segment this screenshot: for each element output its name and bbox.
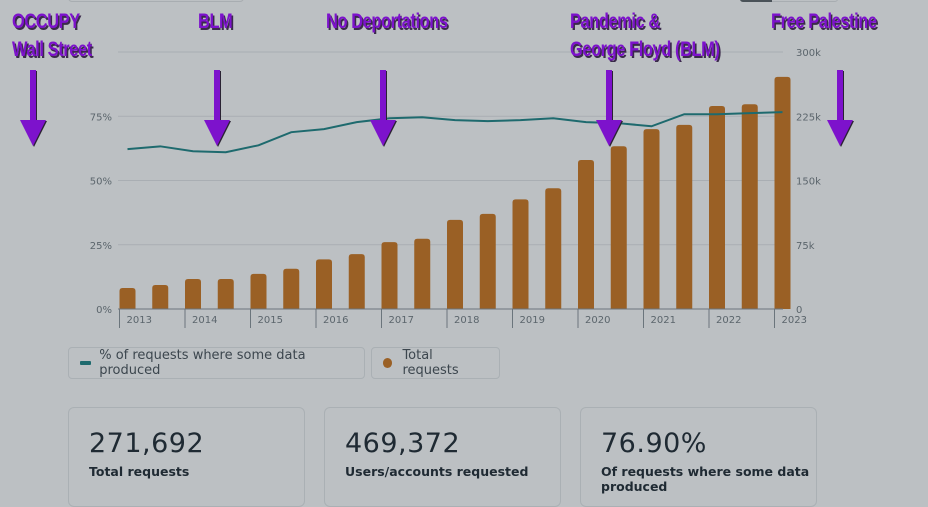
arrow-shape	[370, 70, 396, 146]
stat-label: Users/accounts requested	[345, 464, 529, 479]
x-axis-tick-label: 2017	[389, 315, 414, 326]
x-axis-tick-label: 2015	[258, 315, 283, 326]
bar	[709, 105, 725, 309]
bar	[250, 273, 267, 309]
bar	[381, 242, 398, 309]
bar	[447, 219, 463, 309]
annotation-arrow-icon	[20, 70, 47, 147]
annotation-free-palestine: Free Palestine	[771, 8, 877, 36]
arrow-shape	[20, 70, 46, 146]
bar	[676, 124, 693, 309]
bar	[643, 129, 660, 309]
bar	[545, 188, 562, 309]
annotation-blm-line-1: BLM	[198, 10, 233, 33]
x-axis-tick-label: 2023	[782, 315, 807, 326]
annotation-free-palestine-line-1: Free Palestine	[771, 10, 877, 33]
annotation-occupy-line-1: OCCUPY	[12, 10, 80, 33]
bar	[152, 285, 169, 309]
bar	[316, 259, 332, 309]
left-axis-tick-label: 75%	[90, 112, 112, 123]
requests-chart: 0% 25% 50% 75% 0 75k 150k 225k 300k 2013 2014 2015 2…	[20, 48, 854, 328]
bar	[578, 159, 594, 309]
stat-label: Of requests where some data produced	[601, 464, 810, 494]
percent-data-line	[127, 111, 783, 154]
stat-card-users-requested: 469,372 Users/accounts requested	[324, 407, 561, 507]
annotation-arrow-icon	[370, 70, 397, 147]
legend-line-swatch-icon	[80, 361, 92, 365]
arrow-shape	[204, 70, 230, 146]
annotation-no-deportations: No Deportations	[326, 8, 448, 36]
bar	[348, 254, 365, 309]
bar	[512, 199, 529, 309]
annotation-pandemic: Pandemic & George Floyd (BLM)	[570, 8, 720, 64]
annotation-blm: BLM	[198, 8, 233, 36]
right-axis-tick-label: 150k	[796, 177, 821, 188]
right-axis-tick-label: 75k	[796, 241, 815, 252]
stat-value: 76.90%	[601, 428, 707, 459]
stat-card-data-produced: 76.90% Of requests where some data produ…	[580, 407, 817, 507]
arrow-shape	[596, 70, 622, 146]
stat-value: 469,372	[345, 428, 461, 459]
x-axis-tick-label: 2020	[585, 315, 610, 326]
bar	[217, 279, 234, 309]
left-axis-tick-label: 25%	[90, 241, 112, 252]
bar	[185, 279, 201, 309]
arrow-shape	[827, 70, 853, 146]
x-axis-tick-label: 2021	[651, 315, 676, 326]
bar	[741, 104, 758, 309]
bar	[283, 268, 300, 309]
stat-value: 271,692	[89, 428, 205, 459]
x-axis-tick-label: 2022	[716, 315, 741, 326]
x-axis-tick-label: 2014	[192, 315, 217, 326]
legend-line-label: % of requests where some data produced	[99, 348, 306, 378]
annotation-no-deportations-line-1: No Deportations	[326, 10, 448, 33]
left-axis-tick-label: 0%	[96, 305, 112, 316]
x-axis-tick-label: 2016	[323, 315, 348, 326]
legend-item-percent-data[interactable]: % of requests where some data produced	[68, 347, 365, 379]
bar	[610, 146, 627, 309]
annotation-occupy: OCCUPY Wall Street	[12, 8, 92, 64]
top-toggle-active-segment[interactable]	[740, 0, 772, 2]
stat-card-total-requests: 271,692 Total requests	[68, 407, 305, 507]
x-axis-tick-label: 2013	[127, 315, 152, 326]
right-axis-tick-label: 0	[796, 305, 802, 316]
legend-bar-label: Total requests	[402, 348, 459, 378]
annotation-occupy-line-2: Wall Street	[12, 38, 92, 61]
annotation-pandemic-line-2: George Floyd (BLM)	[570, 38, 720, 61]
left-axis-tick-label: 50%	[90, 177, 112, 188]
stat-label: Total requests	[89, 464, 190, 479]
x-axis-tick-label: 2018	[454, 315, 479, 326]
annotation-arrow-icon	[827, 70, 854, 147]
bar	[414, 238, 431, 309]
annotation-arrow-icon	[596, 70, 623, 147]
right-axis-tick-label: 300k	[796, 48, 821, 59]
bar	[774, 76, 791, 310]
right-axis-tick-label: 225k	[796, 112, 821, 123]
legend-item-total-requests[interactable]: Total requests	[371, 347, 500, 379]
legend-dot-swatch-icon	[383, 358, 393, 368]
bar	[119, 288, 136, 309]
annotation-pandemic-line-1: Pandemic &	[570, 10, 660, 33]
x-axis-tick-label: 2019	[520, 315, 545, 326]
annotation-arrow-icon	[204, 70, 231, 147]
bar	[479, 213, 496, 309]
